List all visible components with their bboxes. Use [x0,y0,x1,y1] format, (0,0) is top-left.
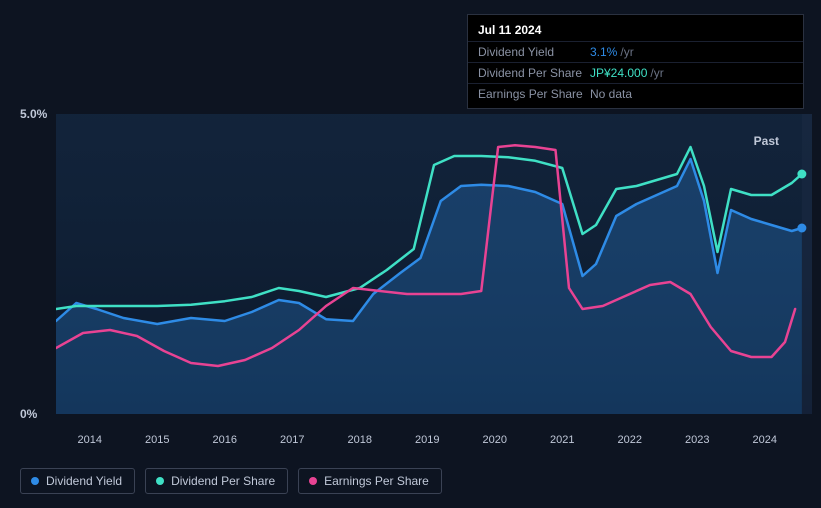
tooltip-value: 3.1% [590,45,617,59]
chart-legend: Dividend Yield Dividend Per Share Earnings… [20,468,442,494]
chart-tooltip: Jul 11 2024 Dividend Yield3.1%/yrDividen… [467,14,804,109]
legend-label: Dividend Yield [46,474,122,488]
x-axis-label: 2020 [483,434,507,446]
tooltip-row: Dividend Per ShareJP¥24.000/yr [468,62,803,83]
tooltip-value: No data [590,87,632,101]
legend-label: Dividend Per Share [171,474,275,488]
x-axis-label: 2021 [550,434,574,446]
legend-item[interactable]: Dividend Yield [20,468,135,494]
x-axis-labels: 2014 2015 2016 2017 2018 2019 2020 2021 2022 2023… [56,434,812,450]
legend-item[interactable]: Earnings Per Share [298,468,442,494]
legend-item[interactable]: Dividend Per Share [145,468,288,494]
tooltip-label: Dividend Per Share [478,66,590,80]
legend-dot-icon [156,477,164,485]
y-axis-label: 0% [20,407,37,421]
x-axis-label: 2016 [213,434,237,446]
x-axis-label: 2022 [618,434,642,446]
x-axis-label: 2015 [145,434,169,446]
tooltip-label: Dividend Yield [478,45,590,59]
x-axis-label: 2018 [348,434,372,446]
tooltip-row: Dividend Yield3.1%/yr [468,41,803,62]
tooltip-label: Earnings Per Share [478,87,590,101]
past-label: Past [754,134,779,148]
line-chart[interactable] [56,114,812,414]
x-axis-label: 2017 [280,434,304,446]
tooltip-value: JP¥24.000 [590,66,647,80]
y-axis-label: 5.0% [20,107,47,121]
x-axis-label: 2019 [415,434,439,446]
tooltip-row: Earnings Per ShareNo data [468,83,803,104]
tooltip-unit: /yr [650,66,663,80]
x-axis-label: 2024 [753,434,777,446]
x-axis-label: 2023 [685,434,709,446]
tooltip-date: Jul 11 2024 [468,19,803,41]
x-axis-label: 2014 [78,434,102,446]
tooltip-unit: /yr [620,45,633,59]
chart-container: 5.0% 0% [20,105,812,455]
legend-dot-icon [309,477,317,485]
legend-dot-icon [31,477,39,485]
legend-label: Earnings Per Share [324,474,429,488]
